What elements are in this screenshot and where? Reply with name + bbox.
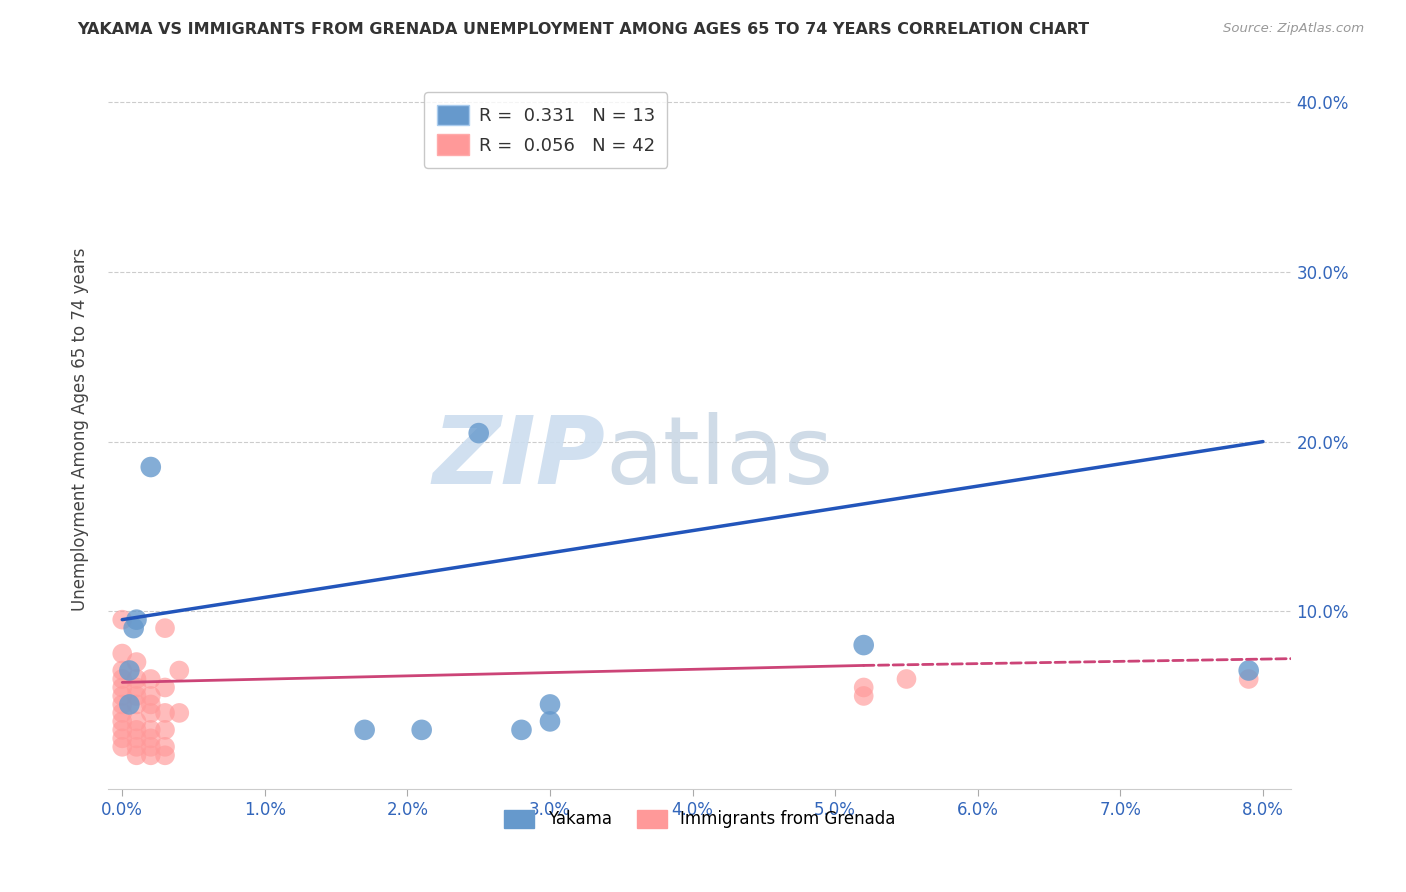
Point (118, 698, 141, 712)
Point (125, 731, 148, 746)
Point (153, 621, 176, 635)
Y-axis label: Unemployment Among Ages 65 to 74 years: Unemployment Among Ages 65 to 74 years (72, 247, 89, 611)
Point (139, 460, 162, 475)
Point (538, 714, 561, 729)
Point (139, 748, 162, 763)
Point (353, 723, 375, 737)
Point (153, 681, 176, 695)
Point (111, 731, 134, 746)
Point (852, 681, 875, 695)
Point (139, 698, 162, 712)
Point (111, 739, 134, 754)
Point (118, 664, 141, 678)
Text: YAKAMA VS IMMIGRANTS FROM GRENADA UNEMPLOYMENT AMONG AGES 65 TO 74 YEARS CORRELA: YAKAMA VS IMMIGRANTS FROM GRENADA UNEMPL… (77, 22, 1090, 37)
Point (111, 689, 134, 703)
Point (139, 723, 162, 737)
Point (125, 655, 148, 669)
Point (852, 689, 875, 703)
Point (139, 731, 162, 746)
Point (139, 739, 162, 754)
Point (125, 723, 148, 737)
Point (467, 426, 489, 441)
Point (125, 613, 148, 627)
Text: atlas: atlas (605, 412, 834, 504)
Point (153, 748, 176, 763)
Point (510, 723, 533, 737)
Point (111, 706, 134, 720)
Text: Source: ZipAtlas.com: Source: ZipAtlas.com (1223, 22, 1364, 36)
Point (411, 723, 433, 737)
Point (153, 739, 176, 754)
Point (125, 681, 148, 695)
Point (1237, 672, 1260, 686)
Point (139, 706, 162, 720)
Point (169, 706, 191, 720)
Point (153, 706, 176, 720)
Text: ZIP: ZIP (432, 412, 605, 504)
Point (125, 689, 148, 703)
Point (111, 647, 134, 661)
Point (111, 681, 134, 695)
Point (111, 664, 134, 678)
Point (125, 672, 148, 686)
Point (122, 621, 145, 635)
Point (111, 698, 134, 712)
Point (1237, 664, 1260, 678)
Point (153, 723, 176, 737)
Point (111, 714, 134, 729)
Point (125, 748, 148, 763)
Point (125, 698, 148, 712)
Point (852, 638, 875, 652)
Point (139, 689, 162, 703)
Point (896, 672, 918, 686)
Point (111, 613, 134, 627)
Point (111, 672, 134, 686)
Point (111, 723, 134, 737)
Legend: Yakama, Immigrants from Grenada: Yakama, Immigrants from Grenada (498, 803, 901, 835)
Point (538, 698, 561, 712)
Point (169, 664, 191, 678)
Point (139, 672, 162, 686)
Point (125, 714, 148, 729)
Point (125, 739, 148, 754)
